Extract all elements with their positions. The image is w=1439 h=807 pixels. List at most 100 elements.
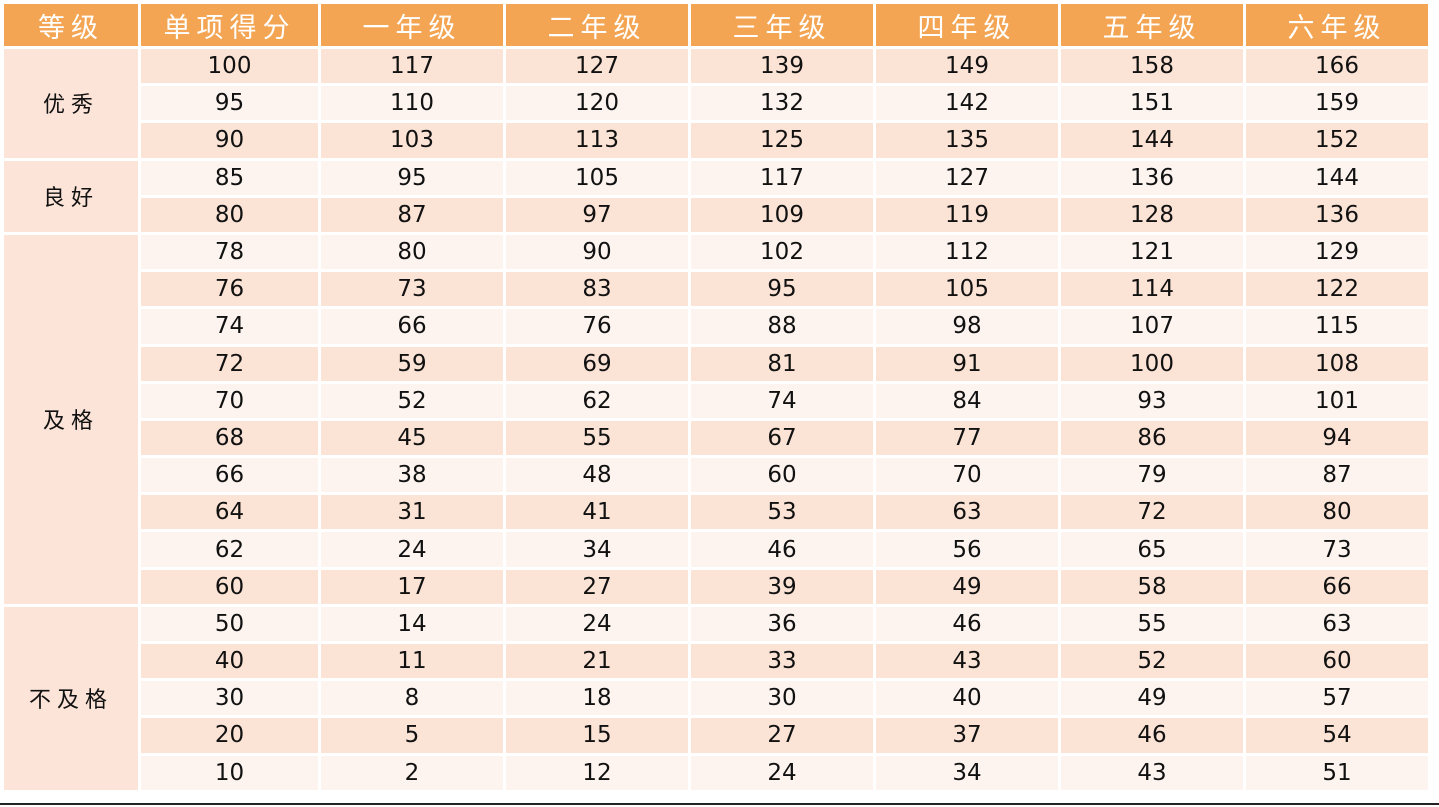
score-table: 等级 单项得分 一年级 二年级 三年级 四年级 五年级 六年级 优秀 100 117… [4, 4, 1428, 790]
year-score-cell: 120 [506, 86, 688, 121]
year-score-cell: 37 [876, 718, 1058, 753]
header-year-2: 二年级 [506, 4, 688, 46]
table-row: 60 17 27 39 49 58 66 [4, 569, 1428, 604]
item-score-cell: 76 [141, 272, 318, 307]
item-score-cell: 68 [141, 420, 318, 456]
header-year-5: 五年级 [1061, 4, 1243, 46]
year-score-cell: 100 [1061, 346, 1243, 381]
table-row: 76 73 83 95 105 114 122 [4, 272, 1428, 307]
year-score-cell: 136 [1246, 197, 1428, 232]
year-score-cell: 110 [321, 86, 503, 121]
year-score-cell: 94 [1246, 420, 1428, 456]
year-score-cell: 69 [506, 346, 688, 381]
year-score-cell: 18 [506, 681, 688, 716]
year-score-cell: 87 [1246, 458, 1428, 493]
year-score-cell: 17 [321, 569, 503, 604]
year-score-cell: 38 [321, 458, 503, 493]
year-score-cell: 108 [1246, 346, 1428, 381]
year-score-cell: 135 [876, 123, 1058, 158]
year-score-cell: 57 [1246, 681, 1428, 716]
year-score-cell: 27 [506, 569, 688, 604]
year-score-cell: 39 [691, 569, 873, 604]
grade-cell: 及格 [4, 234, 138, 604]
year-score-cell: 102 [691, 234, 873, 270]
year-score-cell: 166 [1246, 49, 1428, 84]
item-score-cell: 10 [141, 755, 318, 790]
header-item-score: 单项得分 [141, 4, 318, 46]
year-score-cell: 70 [876, 458, 1058, 493]
year-score-cell: 65 [1061, 532, 1243, 567]
year-score-cell: 72 [1061, 495, 1243, 530]
year-score-cell: 129 [1246, 234, 1428, 270]
year-score-cell: 158 [1061, 49, 1243, 84]
year-score-cell: 152 [1246, 123, 1428, 158]
year-score-cell: 144 [1246, 160, 1428, 195]
year-score-cell: 151 [1061, 86, 1243, 121]
table-row: 72 59 69 81 91 100 108 [4, 346, 1428, 381]
year-score-cell: 8 [321, 681, 503, 716]
table-row: 90 103 113 125 135 144 152 [4, 123, 1428, 158]
year-score-cell: 117 [691, 160, 873, 195]
year-score-cell: 67 [691, 420, 873, 456]
year-score-cell: 105 [876, 272, 1058, 307]
item-score-cell: 20 [141, 718, 318, 753]
year-score-cell: 95 [691, 272, 873, 307]
year-score-cell: 30 [691, 681, 873, 716]
year-score-cell: 98 [876, 309, 1058, 344]
year-score-cell: 48 [506, 458, 688, 493]
table-row: 66 38 48 60 70 79 87 [4, 458, 1428, 493]
year-score-cell: 86 [1061, 420, 1243, 456]
year-score-cell: 31 [321, 495, 503, 530]
year-score-cell: 84 [876, 383, 1058, 418]
year-score-cell: 46 [876, 606, 1058, 641]
item-score-cell: 64 [141, 495, 318, 530]
year-score-cell: 5 [321, 718, 503, 753]
year-score-cell: 80 [1246, 495, 1428, 530]
year-score-cell: 122 [1246, 272, 1428, 307]
year-score-cell: 97 [506, 197, 688, 232]
year-score-cell: 55 [506, 420, 688, 456]
year-score-cell: 43 [876, 644, 1058, 679]
year-score-cell: 40 [876, 681, 1058, 716]
header-row: 等级 单项得分 一年级 二年级 三年级 四年级 五年级 六年级 [4, 4, 1428, 46]
year-score-cell: 21 [506, 644, 688, 679]
grade-cell: 良好 [4, 160, 138, 232]
year-score-cell: 119 [876, 197, 1058, 232]
year-score-cell: 149 [876, 49, 1058, 84]
header-year-1: 一年级 [321, 4, 503, 46]
year-score-cell: 46 [1061, 718, 1243, 753]
grade-score-table: 等级 单项得分 一年级 二年级 三年级 四年级 五年级 六年级 优秀 100 117… [1, 1, 1431, 793]
year-score-cell: 49 [876, 569, 1058, 604]
item-score-cell: 85 [141, 160, 318, 195]
item-score-cell: 80 [141, 197, 318, 232]
year-score-cell: 144 [1061, 123, 1243, 158]
year-score-cell: 34 [876, 755, 1058, 790]
table-row: 74 66 76 88 98 107 115 [4, 309, 1428, 344]
grade-cell: 优秀 [4, 49, 138, 158]
year-score-cell: 88 [691, 309, 873, 344]
item-score-cell: 60 [141, 569, 318, 604]
year-score-cell: 53 [691, 495, 873, 530]
table-row: 70 52 62 74 84 93 101 [4, 383, 1428, 418]
table-row: 20 5 15 27 37 46 54 [4, 718, 1428, 753]
year-score-cell: 114 [1061, 272, 1243, 307]
year-score-cell: 66 [321, 309, 503, 344]
year-score-cell: 73 [321, 272, 503, 307]
year-score-cell: 34 [506, 532, 688, 567]
year-score-cell: 56 [876, 532, 1058, 567]
year-score-cell: 81 [691, 346, 873, 381]
year-score-cell: 87 [321, 197, 503, 232]
year-score-cell: 139 [691, 49, 873, 84]
year-score-cell: 93 [1061, 383, 1243, 418]
year-score-cell: 54 [1246, 718, 1428, 753]
year-score-cell: 58 [1061, 569, 1243, 604]
year-score-cell: 127 [876, 160, 1058, 195]
year-score-cell: 115 [1246, 309, 1428, 344]
year-score-cell: 142 [876, 86, 1058, 121]
table-row: 及格 78 80 90 102 112 121 129 [4, 234, 1428, 604]
table-row: 68 45 55 67 77 86 94 [4, 420, 1428, 456]
year-score-cell: 62 [506, 383, 688, 418]
year-score-cell: 33 [691, 644, 873, 679]
header-year-3: 三年级 [691, 4, 873, 46]
table-row: 良好 85 95 105 117 127 136 144 [4, 160, 1428, 232]
